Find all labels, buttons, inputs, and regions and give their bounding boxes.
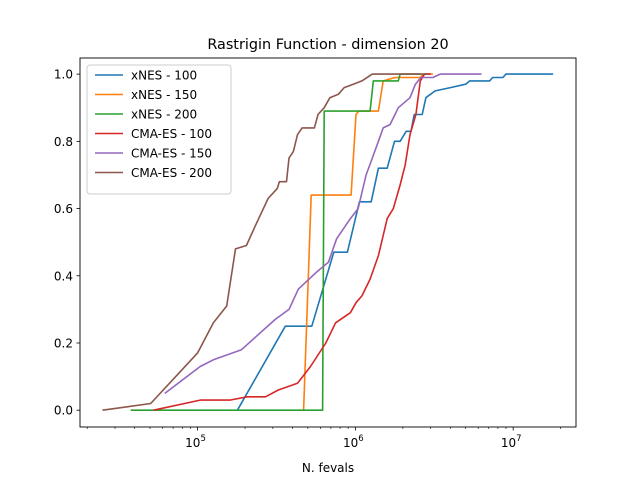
legend-label: xNES - 150: [131, 88, 197, 102]
y-tick-label: 0.4: [54, 269, 73, 283]
series-line-xnes-200: [130, 73, 421, 412]
y-tick-label: 0.8: [54, 135, 73, 149]
legend-label: CMA-ES - 200: [131, 166, 212, 180]
chart-title: Rastrigin Function - dimension 20: [207, 37, 448, 53]
x-axis: 105 106 107: [86, 427, 562, 450]
series-line-cma-es-150: [164, 73, 482, 395]
legend: xNES - 100 xNES - 150 xNES - 200 CMA-ES - 1…: [86, 64, 232, 195]
x-tick-label: 106: [343, 434, 364, 450]
y-tick-label: 1.0: [54, 68, 73, 82]
legend-label: CMA-ES - 150: [131, 147, 212, 161]
x-tick-label: 105: [185, 434, 206, 450]
y-tick-label: 0.2: [54, 336, 73, 350]
series-line-cma-es-200: [102, 73, 429, 411]
legend-box: [86, 64, 232, 195]
x-axis-label: N. fevals: [302, 461, 354, 475]
legend-label: xNES - 200: [131, 108, 197, 122]
legend-label: CMA-ES - 100: [131, 127, 212, 141]
series-layer: [102, 73, 554, 412]
legend-label: xNES - 100: [131, 69, 197, 83]
y-tick-label: 0.0: [54, 404, 73, 418]
y-axis: 0.0 0.2 0.4 0.6 0.8 1.0: [54, 68, 80, 418]
series-line-xnes-150: [302, 73, 433, 411]
y-tick-label: 0.6: [54, 202, 73, 216]
series-line-cma-es-100: [153, 73, 431, 411]
x-tick-label: 107: [501, 434, 522, 450]
plot-frame: [79, 57, 577, 428]
